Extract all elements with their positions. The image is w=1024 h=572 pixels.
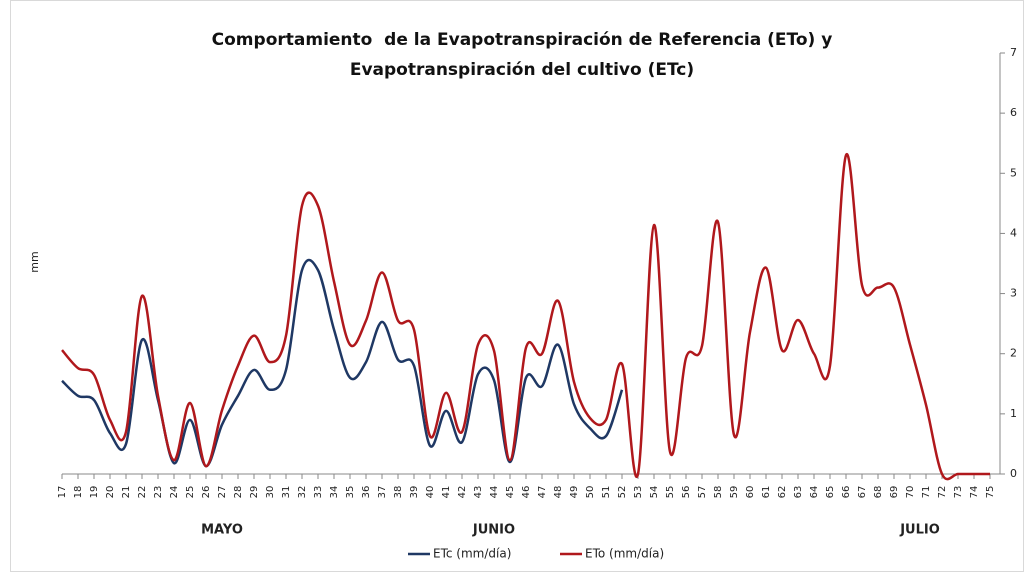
x-tick-label: 49	[569, 486, 580, 499]
series-line	[61, 153, 990, 481]
x-tick-label: 37	[377, 486, 388, 499]
y-tick-label: 2	[1010, 347, 1017, 360]
x-tick-label: 75	[985, 486, 996, 499]
x-tick-label: 44	[489, 486, 500, 499]
x-tick-label: 55	[665, 486, 676, 499]
x-tick-label: 19	[89, 486, 100, 499]
x-tick-label: 64	[809, 486, 820, 499]
x-tick-label: 46	[521, 486, 532, 499]
x-tick-label: 23	[153, 486, 164, 499]
month-label: JULIO	[899, 523, 940, 538]
x-tick-label: 21	[121, 486, 132, 499]
x-tick-label: 53	[633, 486, 644, 499]
y-axis-label: mm	[28, 251, 41, 272]
x-tick-label: 33	[313, 486, 324, 499]
x-tick-label: 22	[137, 486, 148, 499]
x-tick-label: 72	[937, 486, 948, 499]
x-tick-label: 25	[185, 486, 196, 499]
y-tick-label: 3	[1010, 287, 1017, 300]
x-tick-label: 51	[601, 486, 612, 499]
x-tick-label: 38	[393, 486, 404, 499]
x-tick-label: 61	[761, 486, 772, 499]
x-tick-label: 56	[681, 486, 692, 499]
x-tick-label: 73	[953, 486, 964, 499]
x-tick-label: 39	[409, 486, 420, 499]
x-tick-label: 69	[889, 486, 900, 499]
x-tick-label: 48	[553, 486, 564, 499]
x-tick-label: 43	[473, 486, 484, 499]
month-label: JUNIO	[472, 523, 515, 538]
x-tick-label: 67	[857, 486, 868, 499]
x-tick-label: 59	[729, 486, 740, 499]
x-tick-label: 28	[233, 486, 244, 499]
y-tick-label: 5	[1010, 166, 1017, 179]
y-tick-label: 7	[1010, 46, 1017, 59]
x-tick-label: 31	[281, 486, 292, 499]
legend-label: ETo (mm/día)	[585, 547, 664, 561]
x-tick-label: 58	[713, 486, 724, 499]
x-tick-label: 35	[345, 486, 356, 499]
x-tick-label: 60	[745, 486, 756, 499]
legend-label: ETc (mm/día)	[433, 547, 511, 561]
x-tick-label: 41	[441, 486, 452, 499]
x-tick-label: 54	[649, 486, 660, 499]
x-tick-label: 24	[169, 486, 180, 499]
y-tick-label: 4	[1010, 226, 1017, 239]
chart-frame	[10, 0, 1024, 572]
month-label: MAYO	[201, 523, 243, 538]
x-tick-label: 20	[105, 486, 116, 499]
x-tick-label: 71	[921, 486, 932, 499]
x-tick-label: 40	[425, 486, 436, 499]
x-tick-label: 18	[73, 486, 84, 499]
series-line	[61, 258, 624, 468]
x-tick-label: 17	[57, 486, 68, 499]
x-tick-label: 27	[217, 486, 228, 499]
x-tick-label: 66	[841, 486, 852, 499]
y-tick-label: 6	[1010, 106, 1017, 119]
x-tick-label: 65	[825, 486, 836, 499]
x-tick-label: 36	[361, 486, 372, 499]
x-tick-label: 63	[793, 486, 804, 499]
x-tick-label: 68	[873, 486, 884, 499]
x-tick-label: 52	[617, 486, 628, 499]
chart-title: Evapotranspiración del cultivo (ETc)	[350, 60, 694, 80]
x-tick-label: 34	[329, 486, 340, 499]
x-tick-label: 47	[537, 486, 548, 499]
x-tick-label: 74	[969, 486, 980, 499]
x-tick-label: 42	[457, 486, 468, 499]
x-tick-label: 57	[697, 486, 708, 499]
chart-title: Comportamiento de la Evapotranspiración …	[212, 30, 833, 50]
x-tick-label: 70	[905, 486, 916, 499]
x-tick-label: 32	[297, 486, 308, 499]
y-tick-label: 0	[1010, 467, 1017, 480]
x-tick-label: 26	[201, 486, 212, 499]
x-tick-label: 62	[777, 486, 788, 499]
x-tick-label: 30	[265, 486, 276, 499]
y-tick-label: 1	[1010, 407, 1017, 420]
x-tick-label: 45	[505, 486, 516, 499]
x-tick-label: 29	[249, 486, 260, 499]
x-tick-label: 50	[585, 486, 596, 499]
